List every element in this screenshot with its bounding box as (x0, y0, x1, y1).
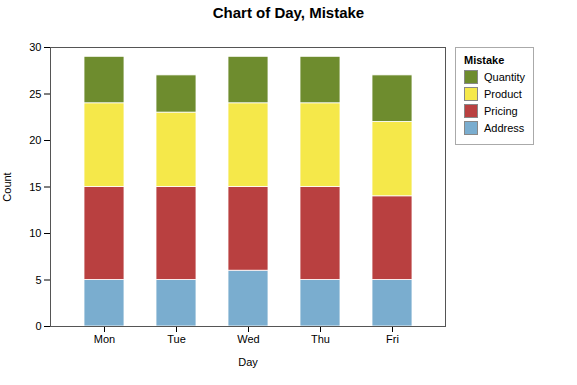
svg-text:Mon: Mon (94, 333, 115, 345)
html-text:Chart of Day, Mistake: Chart of Day, Mistake (212, 4, 365, 21)
svg-text:10: 10 (29, 227, 41, 239)
svg-text:Day: Day (238, 356, 258, 368)
svg-text:20: 20 (29, 134, 41, 146)
svg-text:Wed: Wed (237, 333, 259, 345)
html-text:Mistake: Mistake (464, 54, 505, 66)
html-text:Product: Product (484, 88, 522, 100)
svg-text:30: 30 (29, 41, 41, 53)
svg-text:Fri: Fri (386, 333, 399, 345)
svg-text:Thu: Thu (311, 333, 330, 345)
html-text:Quantity: Quantity (484, 71, 525, 83)
html-text:Address: Address (484, 122, 525, 134)
svg-text:15: 15 (29, 181, 41, 193)
svg-text:25: 25 (29, 88, 41, 100)
svg-text:5: 5 (35, 274, 41, 286)
svg-text:0: 0 (35, 320, 41, 332)
html-text:Pricing: Pricing (484, 105, 518, 117)
svg-text:Tue: Tue (167, 333, 186, 345)
svg-text:Count: Count (1, 172, 13, 201)
